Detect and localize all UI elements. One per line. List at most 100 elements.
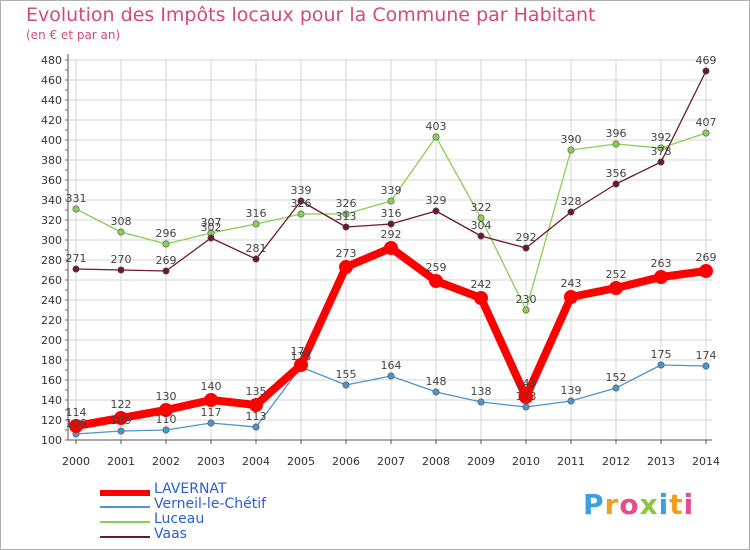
data-label-lavernat: 122: [111, 398, 132, 411]
data-point-vaas: [432, 207, 440, 215]
x-tick-label: 2006: [332, 455, 360, 468]
data-label-vaas: 316: [381, 207, 402, 220]
legend-item-luceau[interactable]: Luceau: [100, 511, 360, 528]
data-label-luceau: 307: [201, 216, 222, 229]
data-point-verneil-le-ch-tif: [387, 372, 395, 380]
data-label-luceau: 390: [561, 133, 582, 146]
legend-label: Vaas: [154, 526, 187, 542]
legend-label: Verneil-le-Chétif: [154, 496, 267, 512]
series-lines: [69, 67, 713, 438]
y-tick-label: 460: [41, 74, 62, 87]
data-point-lavernat: [339, 260, 353, 274]
y-tick-label: 280: [41, 254, 62, 267]
data-label-lavernat: 263: [651, 257, 672, 270]
data-point-lavernat: [609, 281, 623, 295]
data-point-vaas: [342, 223, 350, 231]
data-label-verneil-le-ch-tif: 139: [561, 384, 582, 397]
data-label-vaas: 328: [561, 195, 582, 208]
data-point-lavernat: [429, 274, 443, 288]
data-label-luceau: 308: [111, 215, 132, 228]
legend-item-verneil[interactable]: Verneil-le-Chétif: [100, 496, 360, 513]
data-point-luceau: [567, 146, 575, 154]
data-point-vaas: [117, 266, 125, 274]
data-label-luceau: 326: [291, 197, 312, 210]
y-tick-label: 360: [41, 174, 62, 187]
logo-letter: x: [639, 488, 659, 521]
data-point-lavernat: [69, 419, 83, 433]
data-label-luceau: 396: [606, 127, 627, 140]
legend-swatch-lavernat: [100, 490, 150, 496]
data-label-luceau: 322: [471, 201, 492, 214]
x-tick-label: 2014: [692, 455, 720, 468]
legend-label: Luceau: [154, 511, 205, 527]
data-label-verneil-le-ch-tif: 155: [336, 368, 357, 381]
logo-letter: i: [658, 488, 670, 521]
legend-item-lavernat[interactable]: LAVERNAT: [100, 481, 360, 498]
data-point-luceau: [252, 220, 260, 228]
data-label-verneil-le-ch-tif: 164: [381, 359, 402, 372]
data-label-verneil-le-ch-tif: 138: [471, 385, 492, 398]
data-label-lavernat: 252: [606, 268, 627, 281]
data-label-vaas: 356: [606, 167, 627, 180]
x-tick-label: 2001: [107, 455, 135, 468]
data-point-verneil-le-ch-tif: [252, 423, 260, 431]
y-tick-label: 380: [41, 154, 62, 167]
data-point-verneil-le-ch-tif: [207, 419, 215, 427]
data-label-vaas: 271: [66, 252, 87, 265]
data-point-verneil-le-ch-tif: [522, 403, 530, 411]
data-point-vaas: [702, 67, 710, 75]
data-point-verneil-le-ch-tif: [432, 388, 440, 396]
x-tick-label: 2002: [152, 455, 180, 468]
data-label-verneil-le-ch-tif: 117: [201, 406, 222, 419]
data-label-luceau: 392: [651, 131, 672, 144]
data-label-vaas: 329: [426, 194, 447, 207]
x-tick-label: 2007: [377, 455, 405, 468]
data-label-vaas: 304: [471, 219, 492, 232]
data-point-luceau: [117, 228, 125, 236]
data-point-lavernat: [699, 264, 713, 278]
data-label-verneil-le-ch-tif: 110: [156, 413, 177, 426]
data-label-lavernat: 143: [516, 377, 537, 390]
x-tick-label: 2010: [512, 455, 540, 468]
data-label-lavernat: 273: [336, 247, 357, 260]
logo-letter: t: [669, 488, 684, 521]
data-label-verneil-le-ch-tif: 113: [246, 410, 267, 423]
legend-label: LAVERNAT: [154, 481, 227, 497]
x-tick-label: 2011: [557, 455, 585, 468]
data-label-luceau: 339: [381, 184, 402, 197]
data-label-lavernat: 259: [426, 261, 447, 274]
data-point-verneil-le-ch-tif: [567, 397, 575, 405]
data-point-lavernat: [159, 403, 173, 417]
data-point-lavernat: [519, 390, 533, 404]
data-point-lavernat: [654, 270, 668, 284]
data-point-vaas: [612, 180, 620, 188]
data-point-lavernat: [249, 398, 263, 412]
legend-item-vaas[interactable]: Vaas: [100, 526, 360, 543]
data-point-vaas: [477, 232, 485, 240]
data-point-luceau: [702, 129, 710, 137]
y-tick-label: 440: [41, 94, 62, 107]
data-label-lavernat: 269: [696, 251, 717, 264]
data-label-lavernat: 292: [381, 228, 402, 241]
data-label-verneil-le-ch-tif: 173: [291, 350, 312, 363]
data-point-luceau: [72, 205, 80, 213]
data-label-vaas: 269: [156, 254, 177, 267]
logo-letter: P: [583, 488, 605, 521]
x-tick-label: 2004: [242, 455, 270, 468]
data-point-verneil-le-ch-tif: [342, 381, 350, 389]
x-tick-label: 2008: [422, 455, 450, 468]
data-point-luceau: [612, 140, 620, 148]
data-point-luceau: [432, 133, 440, 141]
data-label-lavernat: 243: [561, 277, 582, 290]
chart-title: Evolution des Impôts locaux pour la Comm…: [26, 4, 596, 26]
legend: LAVERNAT Verneil-le-Chétif Luceau Vaas: [100, 481, 360, 543]
y-tick-label: 200: [41, 334, 62, 347]
data-label-vaas: 292: [516, 231, 537, 244]
y-tick-label: 180: [41, 354, 62, 367]
data-point-luceau: [657, 144, 665, 152]
data-label-verneil-le-ch-tif: 106: [66, 417, 87, 430]
logo-letter: r: [604, 488, 620, 521]
y-tick-label: 260: [41, 274, 62, 287]
data-point-lavernat: [564, 290, 578, 304]
y-tick-label: 240: [41, 294, 62, 307]
